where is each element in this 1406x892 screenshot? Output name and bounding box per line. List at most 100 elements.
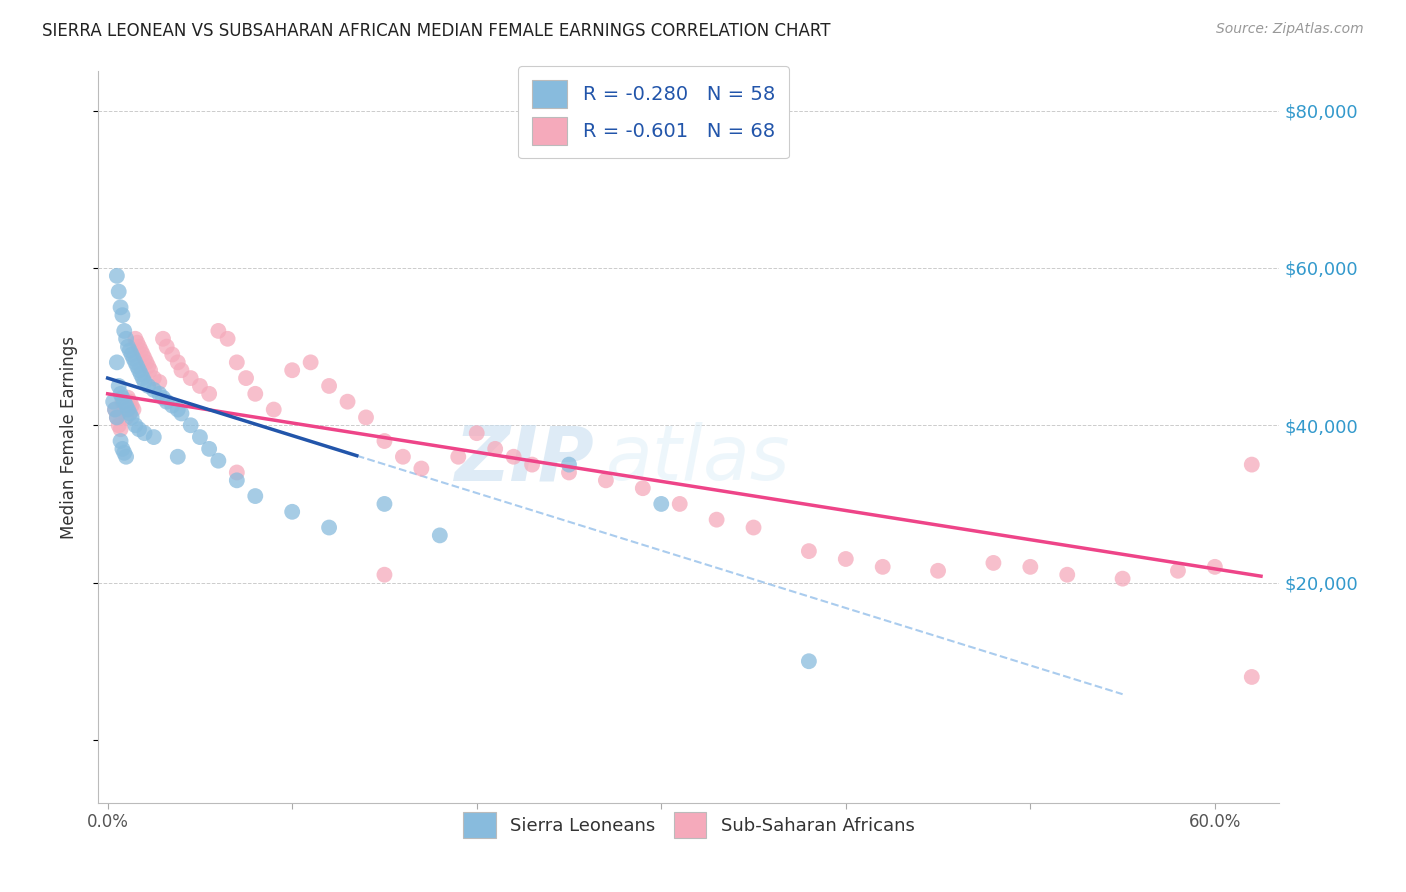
Point xyxy=(188,430,211,444)
Point xyxy=(225,473,247,487)
Point xyxy=(318,520,340,534)
Point xyxy=(225,355,247,369)
Point xyxy=(105,410,128,425)
Point xyxy=(104,402,127,417)
Point xyxy=(217,332,239,346)
Point xyxy=(373,567,395,582)
Point xyxy=(520,458,543,472)
Point xyxy=(111,442,134,456)
Point xyxy=(235,371,257,385)
Point xyxy=(170,363,193,377)
Point xyxy=(107,379,129,393)
Point xyxy=(207,324,229,338)
Point xyxy=(115,332,138,346)
Point xyxy=(354,410,377,425)
Text: Source: ZipAtlas.com: Source: ZipAtlas.com xyxy=(1216,22,1364,37)
Point xyxy=(121,347,143,361)
Point xyxy=(983,556,1005,570)
Point xyxy=(162,399,184,413)
Point xyxy=(558,466,581,480)
Point xyxy=(111,391,134,405)
Point xyxy=(148,387,170,401)
Point xyxy=(411,461,433,475)
Point xyxy=(124,418,146,433)
Point xyxy=(188,379,211,393)
Point xyxy=(318,379,340,393)
Point xyxy=(134,426,156,441)
Point xyxy=(118,394,141,409)
Point xyxy=(373,434,395,448)
Point xyxy=(127,359,149,374)
Point xyxy=(115,410,138,425)
Point xyxy=(128,340,150,354)
Point xyxy=(872,559,894,574)
Point xyxy=(128,363,150,377)
Point xyxy=(112,446,135,460)
Point xyxy=(797,544,820,558)
Point xyxy=(198,442,221,456)
Point xyxy=(166,402,188,417)
Point xyxy=(484,442,506,456)
Point xyxy=(245,387,267,401)
Point xyxy=(148,375,170,389)
Point xyxy=(112,324,135,338)
Point xyxy=(115,450,138,464)
Point xyxy=(117,402,139,417)
Point xyxy=(465,426,488,441)
Point xyxy=(132,371,155,385)
Point xyxy=(225,466,247,480)
Point xyxy=(207,453,229,467)
Point xyxy=(156,394,179,409)
Point xyxy=(105,410,128,425)
Point xyxy=(198,387,221,401)
Point xyxy=(139,363,162,377)
Point xyxy=(166,355,188,369)
Point xyxy=(118,343,141,358)
Point xyxy=(135,355,157,369)
Point xyxy=(245,489,267,503)
Point xyxy=(105,355,128,369)
Point xyxy=(136,359,159,374)
Point xyxy=(797,654,820,668)
Point xyxy=(136,379,159,393)
Point xyxy=(129,367,152,381)
Point xyxy=(631,481,654,495)
Point xyxy=(110,434,132,448)
Point xyxy=(299,355,322,369)
Point xyxy=(1240,670,1263,684)
Point xyxy=(835,552,858,566)
Point xyxy=(152,332,174,346)
Text: atlas: atlas xyxy=(606,422,790,496)
Point xyxy=(1204,559,1226,574)
Point xyxy=(103,394,125,409)
Point xyxy=(124,332,146,346)
Point xyxy=(105,268,128,283)
Point xyxy=(180,418,202,433)
Point xyxy=(170,407,193,421)
Point xyxy=(132,347,155,361)
Point xyxy=(134,351,156,366)
Point xyxy=(122,351,145,366)
Point xyxy=(117,340,139,354)
Point xyxy=(122,402,145,417)
Point xyxy=(121,399,143,413)
Point xyxy=(110,422,132,436)
Point xyxy=(650,497,672,511)
Point xyxy=(110,301,132,315)
Point xyxy=(128,422,150,436)
Point xyxy=(281,363,304,377)
Y-axis label: Median Female Earnings: Median Female Earnings xyxy=(59,335,77,539)
Point xyxy=(111,308,134,322)
Text: SIERRA LEONEAN VS SUBSAHARAN AFRICAN MEDIAN FEMALE EARNINGS CORRELATION CHART: SIERRA LEONEAN VS SUBSAHARAN AFRICAN MED… xyxy=(42,22,831,40)
Point xyxy=(142,371,165,385)
Point xyxy=(706,513,728,527)
Point xyxy=(156,340,179,354)
Point xyxy=(104,402,127,417)
Point xyxy=(429,528,451,542)
Point xyxy=(121,410,143,425)
Point xyxy=(668,497,690,511)
Point xyxy=(134,375,156,389)
Point xyxy=(558,458,581,472)
Point xyxy=(124,355,146,369)
Point xyxy=(115,399,138,413)
